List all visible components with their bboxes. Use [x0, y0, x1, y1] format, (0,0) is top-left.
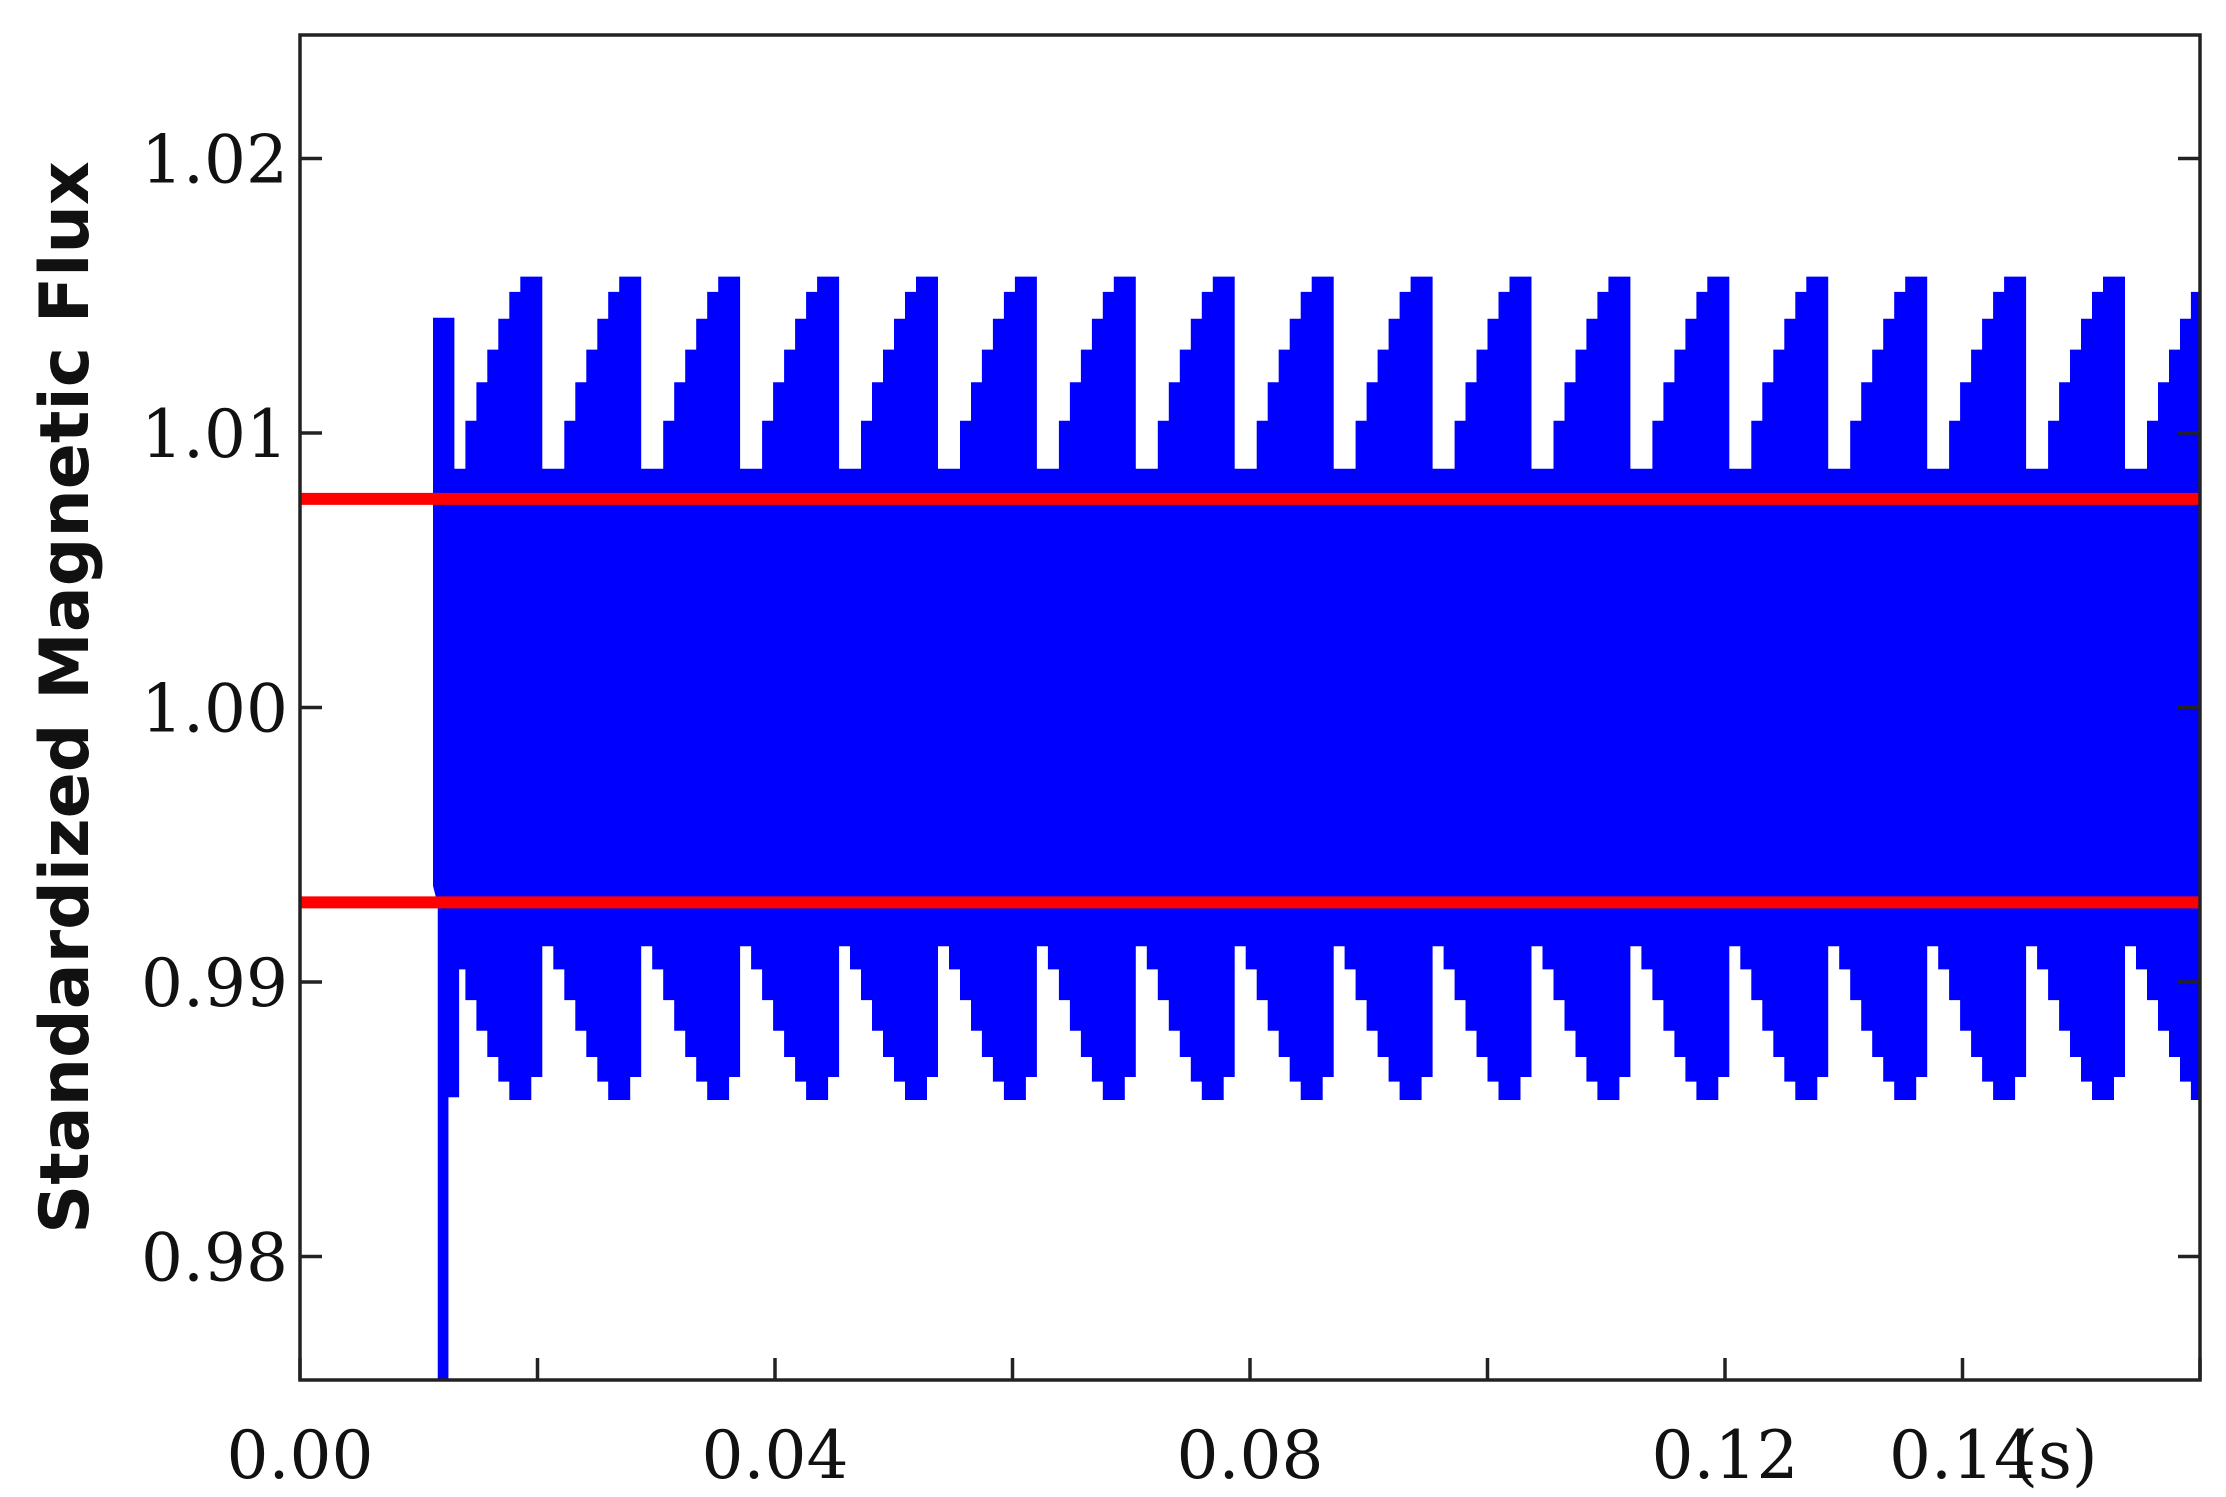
startup-transient-spike — [437, 885, 449, 1380]
y-axis-tick-labels: 0.98 0.99 1.00 1.01 1.02 — [141, 122, 288, 1297]
flux-series-band — [433, 276, 2200, 1100]
x-axis-tick-labels: 0.00 0.04 0.08 0.12 0.14 — [227, 1417, 2036, 1494]
y-tick-label: 1.00 — [141, 671, 288, 748]
x-axis-ticks — [298, 1358, 2202, 1380]
startup-transient-step — [447, 885, 460, 1098]
series-layer — [433, 276, 2200, 1380]
y-tick-label: 1.01 — [141, 396, 288, 473]
reference-lines — [300, 492, 2200, 909]
x-tick-label: 0.14 — [1889, 1417, 2036, 1494]
y-axis-title: Standardized Magnetic Flux — [26, 161, 105, 1234]
x-tick-label: 0.04 — [702, 1417, 849, 1494]
y-axis-ticks — [300, 156, 2200, 1259]
x-tick-label: 0.08 — [1177, 1417, 1324, 1494]
y-tick-label: 0.99 — [141, 945, 288, 1022]
x-tick-label: 0.12 — [1652, 1417, 1799, 1494]
x-tick-label: 0.00 — [227, 1417, 374, 1494]
y-tick-label: 1.02 — [141, 122, 288, 199]
x-axis-unit-label: (s) — [2012, 1417, 2097, 1494]
y-tick-label: 0.98 — [141, 1219, 288, 1296]
